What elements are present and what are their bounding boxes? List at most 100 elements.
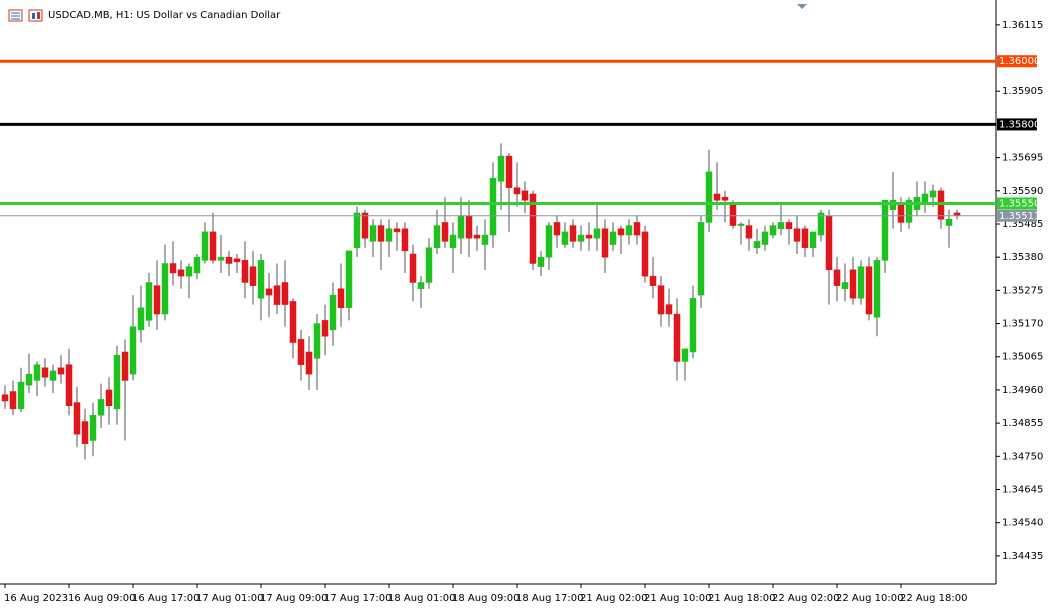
candle-body <box>57 367 65 375</box>
candle-body <box>577 234 585 242</box>
x-tick-label: 18 Aug 09:00 <box>452 593 519 604</box>
candle-body <box>537 256 545 267</box>
level-label-box <box>997 209 1037 222</box>
candle-body <box>745 225 753 239</box>
candle-body <box>561 231 569 245</box>
candle-body <box>521 190 529 201</box>
candle-body <box>457 215 465 239</box>
y-tick-label: 1.35590 <box>1002 186 1043 197</box>
candle-body <box>153 285 161 315</box>
candle-body <box>273 285 281 305</box>
candle-body <box>425 247 433 283</box>
candle-body <box>321 320 329 337</box>
candle-body <box>593 228 601 239</box>
candle-body <box>161 263 169 315</box>
candle-body <box>409 253 417 283</box>
candle-body <box>473 234 481 239</box>
candle-body <box>505 155 513 188</box>
candle-body <box>777 222 785 229</box>
candle-body <box>945 218 953 226</box>
x-tick-label: 17 Aug 17:00 <box>324 593 391 604</box>
candle-body <box>433 225 441 248</box>
candle-body <box>481 234 489 245</box>
icon-bar <box>32 13 35 19</box>
candle-body <box>97 399 105 416</box>
candle-body <box>665 304 673 315</box>
candle-body <box>105 389 113 406</box>
level-label: 1.35800 <box>999 119 1040 130</box>
candle-body <box>337 288 345 308</box>
candle-body <box>177 269 185 277</box>
x-tick-label: 16 Aug 17:00 <box>132 593 199 604</box>
candle-body <box>401 228 409 252</box>
candle-body <box>625 225 633 236</box>
candle-body <box>617 228 625 236</box>
candle-body <box>793 228 801 242</box>
y-tick-label: 1.35275 <box>1002 285 1043 296</box>
candle-body <box>753 241 761 248</box>
x-tick-label: 16 Aug 09:00 <box>68 593 135 604</box>
candle-body <box>121 351 129 381</box>
candle-body <box>193 256 201 274</box>
candle-body <box>257 260 265 299</box>
level-label: 1.35550 <box>999 198 1040 209</box>
candle-body <box>377 225 385 242</box>
candle-body <box>801 228 809 248</box>
chart-title: USDCAD.MB, H1: US Dollar vs Canadian Dol… <box>48 10 281 21</box>
candle-body <box>89 414 97 441</box>
candle-body <box>201 231 209 261</box>
y-tick-label: 1.34960 <box>1002 385 1043 396</box>
candle-body <box>329 294 337 331</box>
candle-body <box>681 348 689 362</box>
candle-body <box>73 402 81 435</box>
candle-body <box>241 260 249 283</box>
candle-body <box>673 313 681 362</box>
header-icons <box>8 9 43 22</box>
x-tick-label: 16 Aug 2023 <box>4 593 68 604</box>
candle-body <box>41 367 49 378</box>
candle-body <box>905 200 913 223</box>
candle-body <box>417 282 425 290</box>
candle-body <box>937 190 945 220</box>
candle-body <box>345 250 353 308</box>
candle-body <box>705 171 713 223</box>
scroll-marker <box>797 4 807 9</box>
candle-body <box>353 212 361 248</box>
candle-body <box>393 228 401 233</box>
candle-body <box>385 228 393 242</box>
icon-bar <box>37 12 40 19</box>
candle-body <box>233 258 241 263</box>
candle-body <box>849 269 857 299</box>
candle-body <box>305 351 313 375</box>
candle-body <box>1 394 9 402</box>
candle-body <box>609 231 617 245</box>
candle-body <box>769 225 777 236</box>
x-tick-label: 18 Aug 17:00 <box>516 593 583 604</box>
candle-body <box>697 222 705 296</box>
level-label-box <box>997 118 1037 131</box>
candle-body <box>9 391 17 410</box>
y-tick-label: 1.34750 <box>1002 451 1043 462</box>
candle-body <box>761 231 769 245</box>
candle-body <box>145 282 153 321</box>
x-tick-label: 22 Aug 02:00 <box>772 593 839 604</box>
x-tick-label: 21 Aug 10:00 <box>644 593 711 604</box>
y-tick-label: 1.34540 <box>1002 518 1043 529</box>
candle-body <box>545 225 553 258</box>
candle-body <box>137 307 145 331</box>
candle-body <box>369 225 377 242</box>
level-label-box <box>997 55 1037 68</box>
candle-body <box>721 196 729 201</box>
x-tick-label: 22 Aug 10:00 <box>836 593 903 604</box>
candle-body <box>585 234 593 239</box>
y-tick-label: 1.35065 <box>1002 352 1043 363</box>
candle-body <box>81 421 89 444</box>
candle-body <box>449 234 457 248</box>
candle-body <box>225 256 233 264</box>
candle-body <box>289 301 297 343</box>
candle-body <box>817 212 825 236</box>
candle-body <box>25 373 33 386</box>
x-tick-label: 21 Aug 02:00 <box>580 593 647 604</box>
candle-body <box>49 370 57 381</box>
